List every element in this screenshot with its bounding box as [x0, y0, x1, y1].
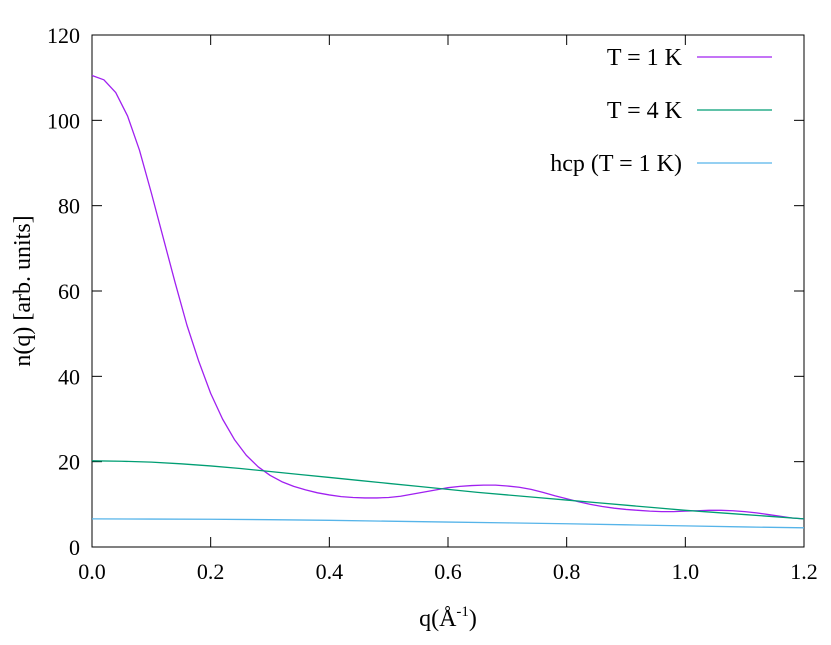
y-tick-label: 80	[58, 194, 80, 219]
legend-label-t-4-k: T = 4 K	[607, 98, 683, 124]
x-axis-title-superscript: -1	[456, 604, 469, 620]
x-tick-label: 0.6	[434, 559, 462, 584]
plot-frame	[91, 34, 805, 548]
legend: T = 1 K T = 4 K hcp (T = 1 K)	[550, 45, 772, 177]
y-axis-title: n(q) [arb. units]	[10, 215, 36, 366]
legend-label-hcp-t-1-k: hcp (T = 1 K)	[550, 151, 682, 177]
series-line-t-1-k	[91, 74, 805, 520]
y-tick-label: 0	[69, 535, 80, 560]
y-tick-label: 100	[47, 108, 80, 133]
axis-ticks	[91, 34, 805, 548]
axis-tick-labels: 0.0 0.2 0.4 0.6 0.8 1.0 1.2 0 20 40 60 80 100 120	[47, 23, 818, 584]
x-tick-label: 0.8	[553, 559, 581, 584]
x-axis-title-close: )	[469, 606, 477, 632]
legend-label-t-1-k: T = 1 K	[607, 45, 683, 71]
x-tick-label: 0.4	[316, 559, 344, 584]
x-tick-label: 1.2	[790, 559, 818, 584]
x-tick-label: 1.0	[672, 559, 700, 584]
series-line-t-4-k	[91, 460, 805, 520]
y-tick-label: 60	[58, 279, 80, 304]
x-axis-title: q(Å-1)	[419, 604, 477, 632]
series-lines	[91, 74, 805, 529]
y-tick-label: 40	[58, 364, 80, 389]
x-axis-title-main: q(Å	[419, 606, 457, 632]
x-tick-label: 0.2	[197, 559, 225, 584]
series-line-hcp-t-1-k	[91, 518, 805, 529]
y-tick-label: 20	[58, 450, 80, 475]
y-tick-label: 120	[47, 23, 80, 48]
x-tick-label: 0.0	[78, 559, 106, 584]
